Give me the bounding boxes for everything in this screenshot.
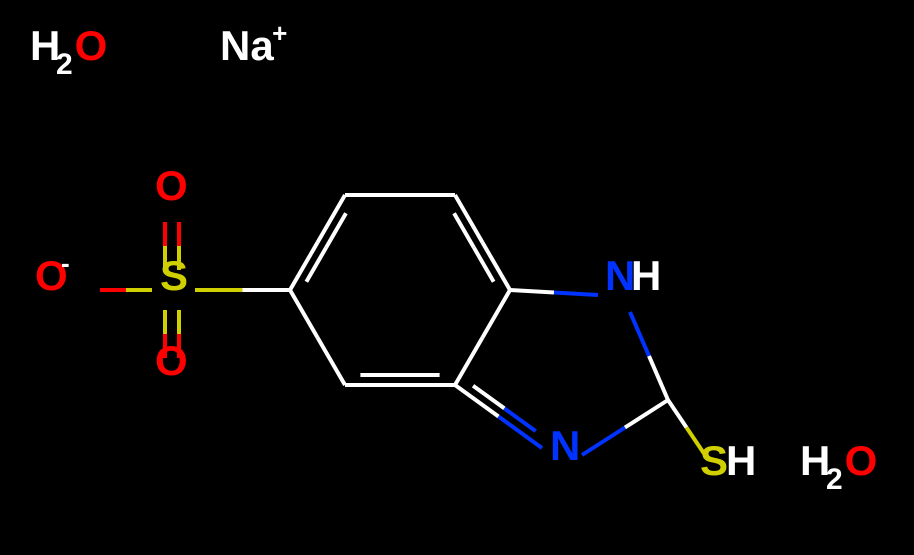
molecule-diagram [0, 0, 914, 555]
